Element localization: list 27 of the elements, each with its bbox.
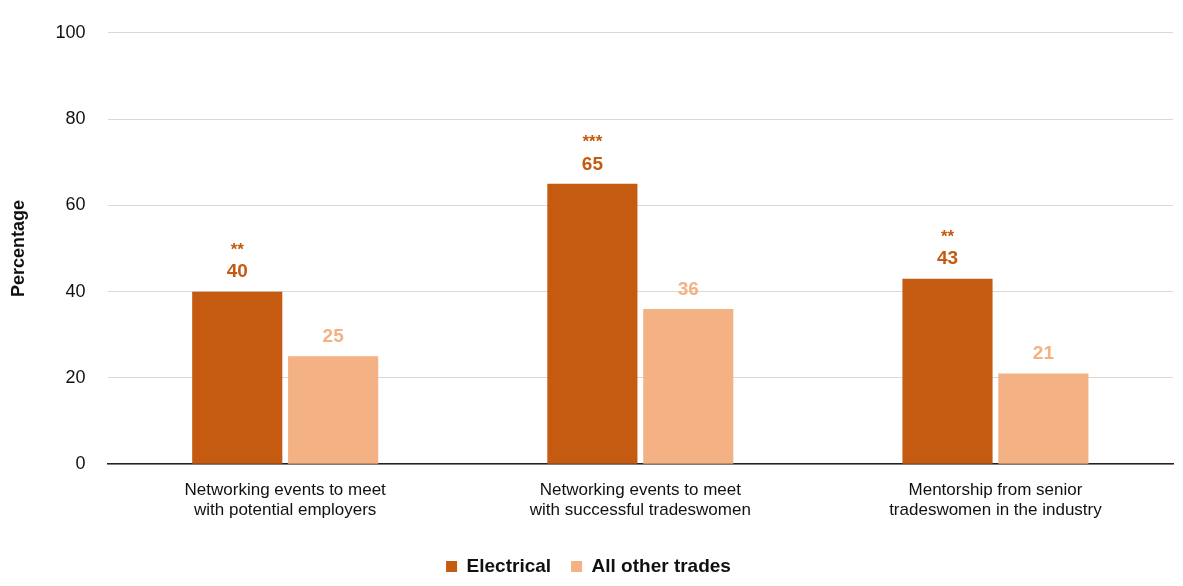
data-label: 43 — [936, 247, 959, 269]
bar — [288, 356, 379, 464]
data-label: 65 — [581, 152, 604, 174]
bar — [902, 278, 993, 464]
y-tick-label: 80 — [65, 108, 86, 129]
data-label: 21 — [1032, 342, 1055, 364]
x-tick-label: Mentorship from senior tradeswomen in the industry — [889, 480, 1103, 520]
bar — [192, 291, 283, 464]
y-tick-label: 0 — [75, 453, 86, 474]
data-label: 36 — [677, 277, 699, 299]
bar — [643, 308, 734, 464]
data-label: 40 — [226, 260, 248, 282]
annotation: *** — [582, 131, 603, 151]
data-label: 25 — [322, 325, 345, 347]
y-axis-title: Percentage — [7, 199, 28, 298]
annotation: ** — [230, 239, 245, 259]
x-tick-label: Networking events to meet with potential employers — [184, 480, 387, 520]
x-tick-label: Networking events to meet with successful tradeswomen — [528, 480, 751, 520]
legend-label: Electrical — [466, 554, 552, 576]
annotation: ** — [940, 226, 955, 246]
y-tick-label: 60 — [65, 194, 86, 215]
y-tick-label: 40 — [65, 280, 86, 301]
legend-label: All other trades — [591, 554, 731, 576]
bar — [998, 373, 1089, 464]
y-tick-label: 100 — [55, 21, 86, 42]
y-tick-label: 20 — [65, 366, 86, 387]
bar — [547, 183, 638, 464]
